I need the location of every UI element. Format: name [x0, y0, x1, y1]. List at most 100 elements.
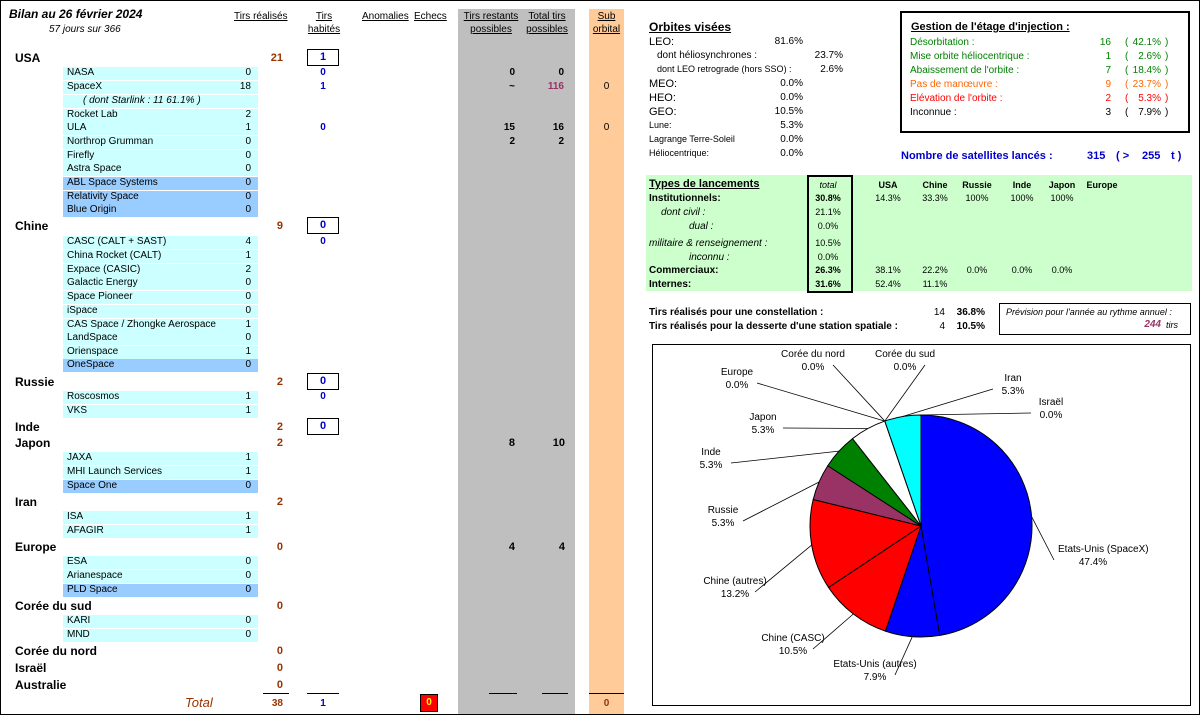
- operator-name: Rocket Lab: [67, 109, 118, 120]
- operator-tirs: 1: [245, 122, 251, 133]
- country-total-possible: 10: [552, 437, 565, 449]
- total-habites: 1: [320, 698, 326, 709]
- launch-type-label: Internes:: [649, 279, 692, 290]
- orbit-value: 5.3%: [780, 120, 803, 131]
- injection-pct: 42.1%: [1132, 37, 1161, 48]
- injection-title: Gestion de l'étage d'injection :: [911, 21, 1070, 33]
- pie-leader-line: [832, 364, 886, 422]
- country-name: Russie: [15, 375, 55, 389]
- injection-close-paren: ): [1165, 37, 1169, 48]
- operator-name: CASC (CALT + SAST): [67, 236, 167, 247]
- launch-type-value: 26.3%: [815, 265, 841, 275]
- operator-band: [63, 570, 258, 583]
- col-header-echecs: Echecs: [414, 11, 447, 22]
- operator-name: Roscosmos: [67, 391, 120, 402]
- country-name: Australie: [15, 678, 67, 692]
- operator-name: MHI Launch Services: [67, 466, 163, 477]
- operator-tirs: 0: [245, 67, 251, 78]
- operator-name: ( dont Starlink : 11 61.1% ): [83, 95, 201, 106]
- operator-tirs: 0: [245, 136, 251, 147]
- operator-habites: 0: [320, 122, 326, 133]
- operator-band: [63, 466, 258, 479]
- launch-type-value: 100%: [1050, 193, 1074, 203]
- operator-restants: ~: [509, 81, 515, 92]
- pie-leader-line: [756, 382, 885, 422]
- operator-band: [63, 511, 258, 524]
- launch-type-value: 0.0%: [817, 221, 839, 231]
- operator-tirs: 2: [245, 109, 251, 120]
- pie-leader-line: [742, 481, 820, 522]
- injection-pct: 7.9%: [1138, 107, 1161, 118]
- injection-label: Elévation de l'orbite :: [910, 93, 1003, 104]
- orbit-value: 0.0%: [780, 92, 803, 103]
- operator-band: [63, 615, 258, 628]
- country-name: Japon: [15, 436, 51, 450]
- pie-leader-line: [902, 388, 994, 417]
- operator-habites: 0: [320, 391, 326, 402]
- pie-slice: [884, 414, 922, 527]
- suborbital-column: [589, 9, 624, 714]
- country-name: Europe: [15, 540, 57, 554]
- operator-band: [63, 480, 258, 493]
- operator-suborbital: 0: [603, 122, 610, 133]
- orbit-label: GEO:: [649, 106, 677, 118]
- injection-count: 9: [1105, 79, 1111, 90]
- operator-name: Blue Origin: [67, 204, 117, 215]
- launch-type-col-header: Chine: [922, 180, 948, 190]
- operator-total-possible: 116: [547, 81, 564, 92]
- pie-leader-line: [1031, 516, 1055, 561]
- operator-name: ULA: [67, 122, 87, 133]
- country-tirs: 0: [276, 662, 283, 674]
- operator-tirs: 1: [245, 391, 251, 402]
- operator-band: [63, 305, 258, 318]
- station-label: Tirs réalisés pour la desserte d'une sta…: [649, 321, 898, 332]
- pie-chart-frame: [652, 344, 1191, 706]
- pie-slice-name: Iran: [1004, 373, 1021, 384]
- col-header-restants-1: Tirs restants: [463, 11, 519, 22]
- operator-band: [63, 81, 258, 94]
- pie-slice-value: 0.0%: [726, 380, 749, 391]
- operator-tirs: 0: [245, 163, 251, 174]
- country-habites-box: 0: [307, 373, 339, 390]
- operator-tirs: 2: [245, 264, 251, 275]
- pie-leader-line: [812, 613, 854, 650]
- injection-open-paren: (: [1125, 37, 1129, 48]
- operator-tirs: 0: [245, 291, 251, 302]
- operator-tirs: 0: [245, 177, 251, 188]
- injection-close-paren: ): [1165, 93, 1169, 104]
- pie-slice-value: 5.3%: [712, 518, 735, 529]
- pie-slice-name: Inde: [701, 447, 721, 458]
- country-name: Inde: [15, 420, 40, 434]
- injection-pct: 18.4%: [1132, 65, 1161, 76]
- launch-type-value: 10.5%: [815, 238, 841, 248]
- operator-band: [63, 556, 258, 569]
- operator-band: [63, 584, 258, 597]
- col-header-anomalies: Anomalies: [362, 11, 409, 22]
- operator-name: CAS Space / Zhongke Aerospace: [67, 319, 216, 330]
- launches-by-country-pie-chart: Etats-Unis (SpaceX) 47.4% Etats-Unis (autr…: [700, 349, 1149, 683]
- launch-type-col-header: USA: [878, 180, 898, 190]
- launch-type-label: dont civil :: [661, 207, 706, 218]
- country-habites-box: 0: [307, 217, 339, 234]
- operator-suborbital: 0: [603, 81, 610, 92]
- total-echecs: 0: [420, 694, 438, 712]
- injection-open-paren: (: [1125, 107, 1129, 118]
- pie-slice: [809, 498, 923, 589]
- country-tirs: 0: [276, 645, 283, 657]
- operator-name: Space One: [67, 480, 118, 491]
- operator-band: [63, 236, 258, 249]
- injection-open-paren: (: [1125, 79, 1129, 90]
- operator-band: [63, 177, 258, 190]
- operator-name: Expace (CASIC): [67, 264, 141, 275]
- total-label: Total: [185, 695, 213, 710]
- col-header-tirs: Tirs réalisés: [234, 11, 288, 22]
- operator-name: Northrop Grumman: [67, 136, 154, 147]
- col-header-sub-1: Sub: [597, 11, 616, 22]
- constellation-count: 14: [933, 307, 945, 318]
- operator-name: Arianespace: [67, 570, 123, 581]
- operator-band: [63, 95, 258, 108]
- operator-name: ABL Space Systems: [67, 177, 158, 188]
- operator-tirs: 1: [245, 525, 251, 536]
- operator-tirs: 4: [245, 236, 251, 247]
